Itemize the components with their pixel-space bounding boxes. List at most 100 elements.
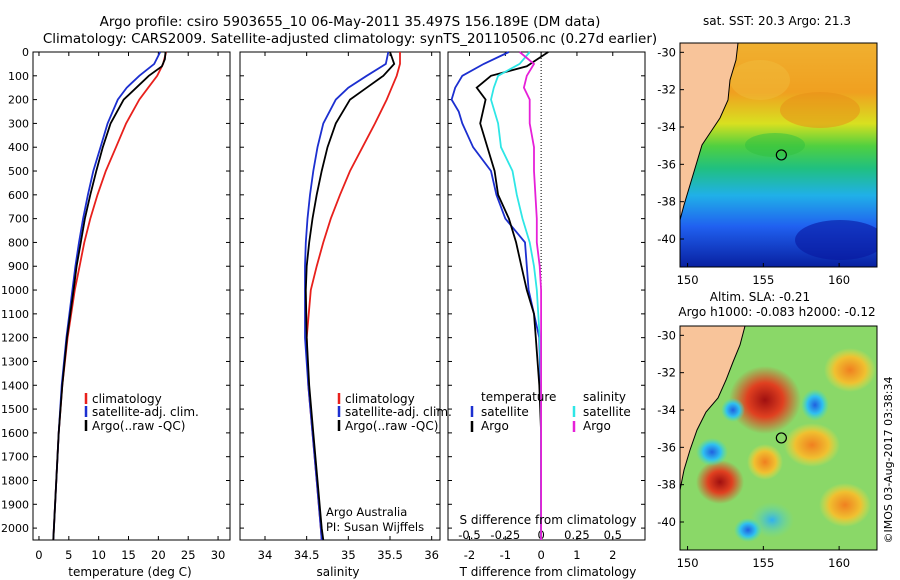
figure-title-line2: Climatology: CARS2009. Satellite-adjuste… <box>43 31 657 47</box>
x-tick-label: 34 <box>258 548 273 562</box>
coastline <box>680 326 746 491</box>
legend-label-salinity-argo: Argo <box>583 419 611 433</box>
x-tick-label: 5 <box>65 548 72 562</box>
depth-tick-label: 1900 <box>1 498 29 511</box>
salinity-legend: climatology satellite-adj. clim. Argo(..… <box>337 392 452 433</box>
land-mass <box>680 326 745 490</box>
series-line-climatology <box>305 52 401 541</box>
legend-label-argo: Argo(..raw -QC) <box>92 419 185 433</box>
salinity-diff-tick-label: 0.25 <box>564 528 590 542</box>
sla-map-title-line1: Altim. SLA: -0.21 <box>710 290 810 304</box>
depth-tick-label: 500 <box>8 165 29 178</box>
depth-tick-label: 900 <box>8 260 29 273</box>
x-tick-label: -1 <box>500 548 511 562</box>
x-tick-label: 15 <box>121 548 136 562</box>
sst-cold-patch <box>795 220 877 260</box>
map-lat-tick-label: -40 <box>657 232 676 246</box>
depth-tick-label: 1400 <box>1 379 29 392</box>
temperature-legend: climatology satellite-adj. clim. Argo(..… <box>84 392 199 433</box>
map-lon-tick-label: 155 <box>752 273 774 287</box>
salinity-diff-tick-label: 0.5 <box>604 528 622 542</box>
x-tick-label: 2 <box>609 548 616 562</box>
depth-tick-label: 100 <box>8 70 29 83</box>
salinity-axis-label: salinity <box>316 565 359 579</box>
legend-title-salinity: salinity <box>583 390 626 404</box>
argo-float-marker <box>775 149 787 161</box>
x-tick-label: -2 <box>464 548 475 562</box>
x-tick-label: 30 <box>211 548 226 562</box>
depth-tick-label: 400 <box>8 141 29 154</box>
legend-label-satellite: satellite-adj. clim. <box>345 405 452 419</box>
map-lat-tick-label: -36 <box>657 440 676 454</box>
legend-label-argo: Argo(..raw -QC) <box>345 419 438 433</box>
map-lat-tick-label: -38 <box>657 478 676 492</box>
sla-anomaly-blob <box>696 460 744 504</box>
x-tick-label: 36 <box>424 548 439 562</box>
depth-tick-label: 1500 <box>1 403 29 416</box>
map-lat-tick-label: -30 <box>657 328 676 342</box>
map-lat-tick-label: -32 <box>657 366 676 380</box>
sst-map-frame <box>679 42 878 268</box>
sst-map-title: sat. SST: 20.3 Argo: 21.3 <box>703 14 851 28</box>
map-lon-tick-label: 160 <box>828 273 850 287</box>
salinity-diff-tick-label: -0.25 <box>490 528 520 542</box>
sla-map-frame <box>679 325 878 551</box>
legend-label-climatology: climatology <box>345 392 415 406</box>
salinity-axes-frame <box>239 51 441 541</box>
salinity-difference-label: S difference from climatology <box>460 513 637 527</box>
depth-tick-label: 1600 <box>1 427 29 440</box>
series-line-argo-raw-qc- <box>52 51 167 541</box>
map-lon-tick-label: 150 <box>677 273 699 287</box>
depth-tick-labels: 0 100 200 300 400 500 600 700 800 900 1000 1100 1200… <box>1 46 645 535</box>
map-lat-tick-label: -40 <box>657 515 676 529</box>
difference-axes-frame <box>447 51 646 541</box>
legend-title-temperature: temperature <box>481 390 556 404</box>
map-lat-tick-label: -30 <box>657 45 676 59</box>
x-tick-label: 35 <box>341 548 356 562</box>
annotation-argo-australia: Argo Australia <box>326 505 407 519</box>
legend-label-climatology: climatology <box>92 392 162 406</box>
sla-anomaly-blob <box>801 389 829 421</box>
sla-anomaly-blob <box>729 366 801 434</box>
depth-tick-label: 1100 <box>1 308 29 321</box>
x-tick-label: 1 <box>573 548 580 562</box>
map-lat-tick-label: -32 <box>657 83 676 97</box>
annotation-pi-name: PI: Susan Wijffels <box>326 520 424 534</box>
sla-anomaly-blob <box>721 398 745 422</box>
map-lat-tick-label: -38 <box>657 195 676 209</box>
depth-tick-label: 1200 <box>1 332 29 345</box>
sla-anomaly-blob <box>824 348 876 392</box>
x-tick-label: 0 <box>537 548 544 562</box>
map-lat-tick-label: -36 <box>657 157 676 171</box>
depth-tick-label: 2000 <box>1 522 29 535</box>
imos-credit: ©IMOS 03-Aug-2017 03:38:34 <box>882 377 895 544</box>
legend-label-salinity-satellite: satellite <box>583 405 631 419</box>
difference-panel: -2 -1 0 1 2-0.5 -0.25 0 0.25 0.5 temperature sal… <box>447 51 646 579</box>
depth-tick-label: 1700 <box>1 451 29 464</box>
sst-green-patch <box>745 133 805 157</box>
sst-map-panel: sat. SST: 20.3 Argo: 21.3 150 155 160 -30 -3… <box>657 14 878 287</box>
depth-tick-label: 600 <box>8 189 29 202</box>
legend-label-satellite: satellite-adj. clim. <box>92 405 199 419</box>
sla-anomaly-blob <box>747 444 783 480</box>
temperature-axes-frame <box>32 51 231 541</box>
depth-tick-label: 300 <box>8 117 29 130</box>
sla-map-title-line2: Argo h1000: -0.083 h2000: -0.12 <box>678 305 875 319</box>
sla-anomaly-blob <box>819 483 871 527</box>
temperature-difference-label: T difference from climatology <box>459 565 637 579</box>
sla-anomaly-blob <box>734 518 762 542</box>
x-tick-label: 20 <box>151 548 166 562</box>
depth-tick-label: 1000 <box>1 284 29 297</box>
figure-title-line1: Argo profile: csiro 5903655_10 06-May-20… <box>100 14 601 30</box>
map-lon-tick-label: 150 <box>677 556 699 570</box>
series-line-argo-raw-qc- <box>304 51 396 541</box>
depth-tick-label: 1800 <box>1 474 29 487</box>
series-line-satellite-adj-clim- <box>52 51 162 541</box>
map-lon-tick-label: 155 <box>752 556 774 570</box>
depth-tick-label: 200 <box>8 94 29 107</box>
x-tick-label: 34.5 <box>294 548 320 562</box>
map-lon-tick-label: 160 <box>828 556 850 570</box>
series-line-satellite-adj-clim- <box>304 51 390 541</box>
depth-tick-label: 800 <box>8 236 29 249</box>
sst-warm-patch <box>730 60 790 100</box>
